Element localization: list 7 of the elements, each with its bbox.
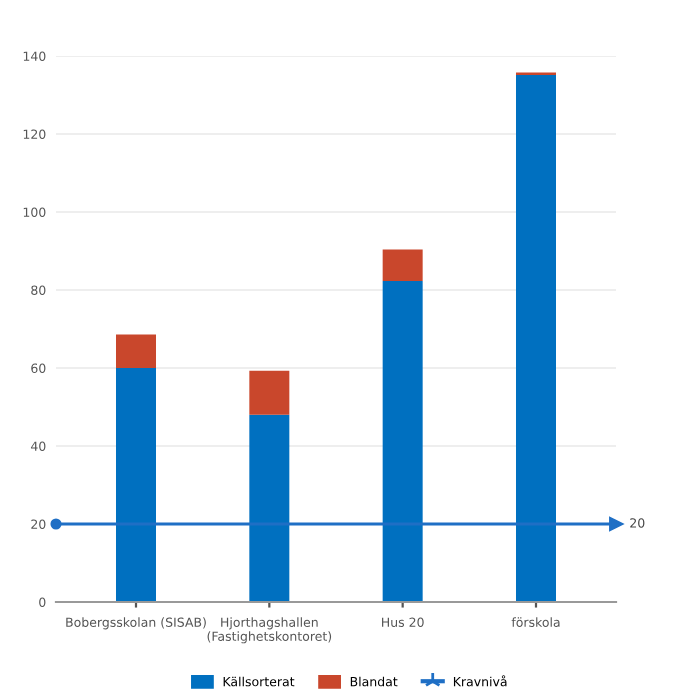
bar bbox=[116, 334, 156, 368]
bar bbox=[249, 370, 290, 415]
bar bbox=[382, 249, 423, 282]
bar bbox=[382, 281, 423, 602]
bar bbox=[116, 368, 156, 602]
bar bbox=[516, 75, 556, 602]
bar bbox=[249, 414, 290, 602]
